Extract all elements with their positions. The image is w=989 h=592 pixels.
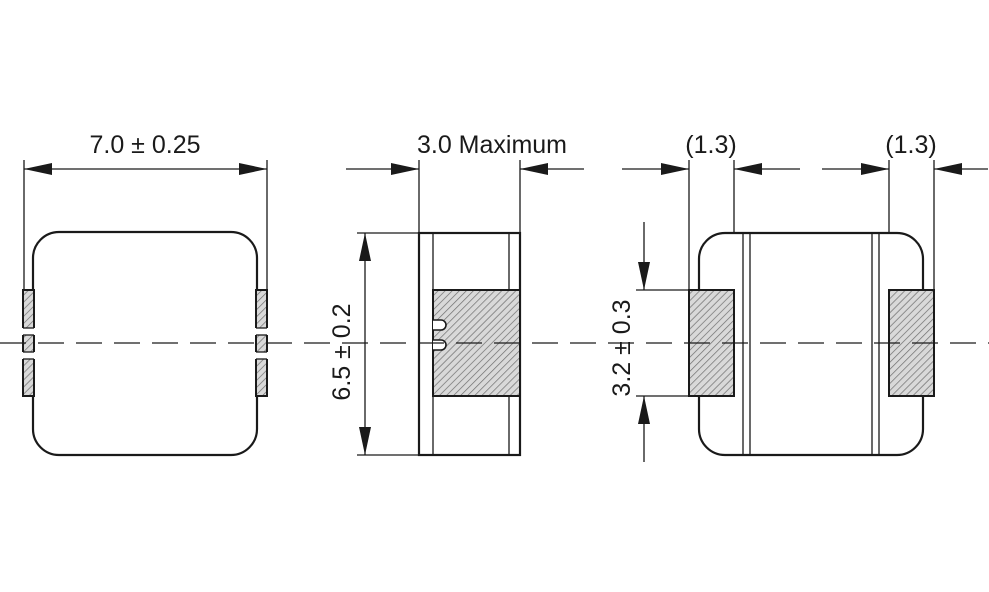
arrow-head <box>638 262 650 290</box>
terminal-notch <box>433 339 447 351</box>
arrow-head <box>391 163 419 175</box>
terminal-notch <box>254 352 269 359</box>
arrow-head <box>359 233 371 261</box>
top-width-label: 7.0 ± 0.25 <box>89 131 200 159</box>
terminal-notch <box>433 319 447 331</box>
arrow-head <box>861 163 889 175</box>
arrow-head <box>734 163 762 175</box>
side-thickness-label: 3.0 Maximum <box>417 131 567 159</box>
side-view: 3.0 Maximum 6.5 ± 0.2 <box>328 131 584 457</box>
terminal-notch <box>21 328 36 335</box>
arrow-head <box>239 163 267 175</box>
arrow-head <box>520 163 548 175</box>
arrow-head <box>934 163 962 175</box>
arrow-head <box>638 396 650 424</box>
terminal-notch <box>21 352 36 359</box>
terminal-height-label: 3.2 ± 0.3 <box>608 299 636 396</box>
top-body <box>31 230 259 457</box>
arrow-head <box>661 163 689 175</box>
side-height-label: 6.5 ± 0.2 <box>328 303 356 400</box>
bottom-view: (1.3) (1.3) 3.2 ± 0.3 <box>608 131 988 462</box>
right-terminal-tab <box>255 289 268 397</box>
arrow-head <box>24 163 52 175</box>
terminal-left-label: (1.3) <box>685 131 736 159</box>
top-view: 7.0 ± 0.25 <box>21 131 269 457</box>
arrow-head <box>359 427 371 455</box>
terminal-notch <box>254 328 269 335</box>
terminal-right-label: (1.3) <box>885 131 936 159</box>
